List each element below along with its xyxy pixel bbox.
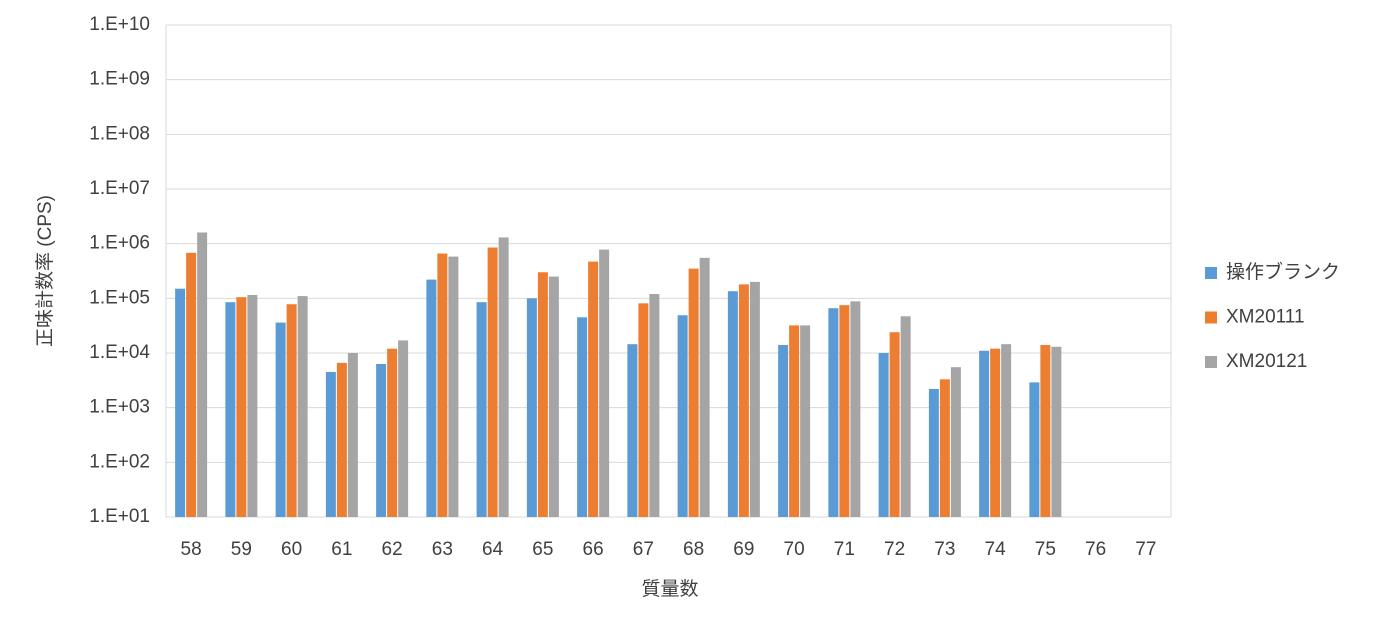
- y-tick-label: 1.E+06: [89, 233, 150, 254]
- bar: [677, 315, 688, 517]
- y-tick-label: 1.E+08: [89, 123, 150, 144]
- x-tick-label: 66: [583, 539, 604, 560]
- bar: [1001, 344, 1012, 517]
- bar: [889, 332, 900, 517]
- bar: [175, 288, 186, 517]
- legend-label: XM20111: [1226, 307, 1305, 328]
- y-tick-label: 1.E+09: [89, 69, 150, 90]
- legend-label: 操作ブランク: [1226, 260, 1340, 283]
- bar: [850, 301, 861, 517]
- bar: [336, 362, 347, 517]
- x-tick-label: 61: [331, 539, 352, 560]
- y-tick-label: 1.E+04: [89, 342, 150, 363]
- bar: [376, 363, 387, 517]
- bar: [688, 268, 699, 517]
- bar: [778, 345, 789, 517]
- y-tick-label: 1.E+02: [89, 451, 150, 472]
- bar: [448, 256, 459, 517]
- bar: [649, 294, 660, 517]
- bar: [476, 302, 487, 517]
- bar: [749, 281, 760, 517]
- legend-swatch: [1205, 267, 1217, 279]
- y-tick-label: 1.E+07: [89, 178, 150, 199]
- legend-swatch: [1205, 311, 1217, 324]
- bar: [928, 388, 939, 517]
- x-tick-label: 72: [884, 539, 905, 560]
- bar: [588, 261, 599, 517]
- bar: [526, 298, 537, 517]
- bar: [800, 325, 811, 517]
- bar: [950, 367, 961, 517]
- bar: [286, 304, 297, 517]
- x-tick-label: 59: [231, 539, 252, 560]
- bar: [498, 237, 509, 518]
- legend-label: XM20121: [1226, 351, 1307, 372]
- bar: [828, 308, 839, 517]
- bar: [347, 353, 358, 517]
- bar: [437, 253, 448, 517]
- bar: [537, 272, 548, 517]
- y-tick-label: 1.E+03: [89, 397, 150, 418]
- x-tick-label: 75: [1035, 539, 1056, 560]
- bar: [990, 348, 1001, 517]
- bar: [247, 295, 258, 517]
- x-tick-label: 67: [633, 539, 654, 560]
- bar: [699, 257, 710, 517]
- bar: [487, 247, 498, 518]
- x-tick-label: 76: [1085, 539, 1106, 560]
- x-tick-label: 65: [532, 539, 553, 560]
- bar: [939, 379, 950, 517]
- bar: [839, 305, 850, 517]
- x-tick-label: 68: [683, 539, 704, 560]
- bar: [727, 291, 738, 517]
- x-tick-label: 73: [934, 539, 955, 560]
- x-tick-label: 64: [482, 539, 504, 560]
- bar: [186, 252, 197, 517]
- bar: [900, 316, 911, 517]
- x-tick-label: 58: [181, 539, 202, 560]
- bar: [297, 296, 308, 517]
- bar: [638, 303, 649, 517]
- x-axis-title: 質量数: [641, 578, 698, 600]
- y-axis-title: 正味計数率 (CPS): [34, 195, 56, 347]
- bar: [979, 350, 990, 517]
- bar: [236, 297, 247, 517]
- legend-swatch: [1205, 356, 1217, 368]
- bar: [387, 348, 398, 517]
- bar: [1040, 345, 1051, 517]
- bar: [398, 340, 409, 517]
- x-tick-label: 60: [281, 539, 302, 560]
- bar: [225, 302, 236, 517]
- bar: [878, 353, 889, 517]
- y-tick-label: 1.E+10: [89, 14, 150, 35]
- bar: [197, 232, 208, 517]
- bar: [738, 284, 749, 517]
- bar: [1029, 382, 1040, 517]
- bar: [577, 317, 588, 517]
- bar: [275, 322, 286, 517]
- plot-frame: [165, 24, 1172, 518]
- bar: [1051, 346, 1062, 517]
- bar: [426, 279, 437, 517]
- x-tick-label: 70: [784, 539, 805, 560]
- x-tick-label: 74: [985, 539, 1007, 560]
- x-tick-label: 71: [834, 539, 855, 560]
- y-tick-label: 1.E+05: [89, 287, 150, 308]
- x-tick-label: 69: [733, 539, 754, 560]
- x-tick-label: 62: [382, 539, 403, 560]
- bar: [789, 325, 800, 517]
- x-tick-label: 63: [432, 539, 453, 560]
- x-tick-label: 77: [1135, 539, 1156, 560]
- bar: [325, 371, 336, 517]
- bar: [627, 344, 638, 517]
- bar: [599, 249, 610, 517]
- bar: [548, 276, 559, 517]
- y-tick-label: 1.E+01: [89, 506, 150, 527]
